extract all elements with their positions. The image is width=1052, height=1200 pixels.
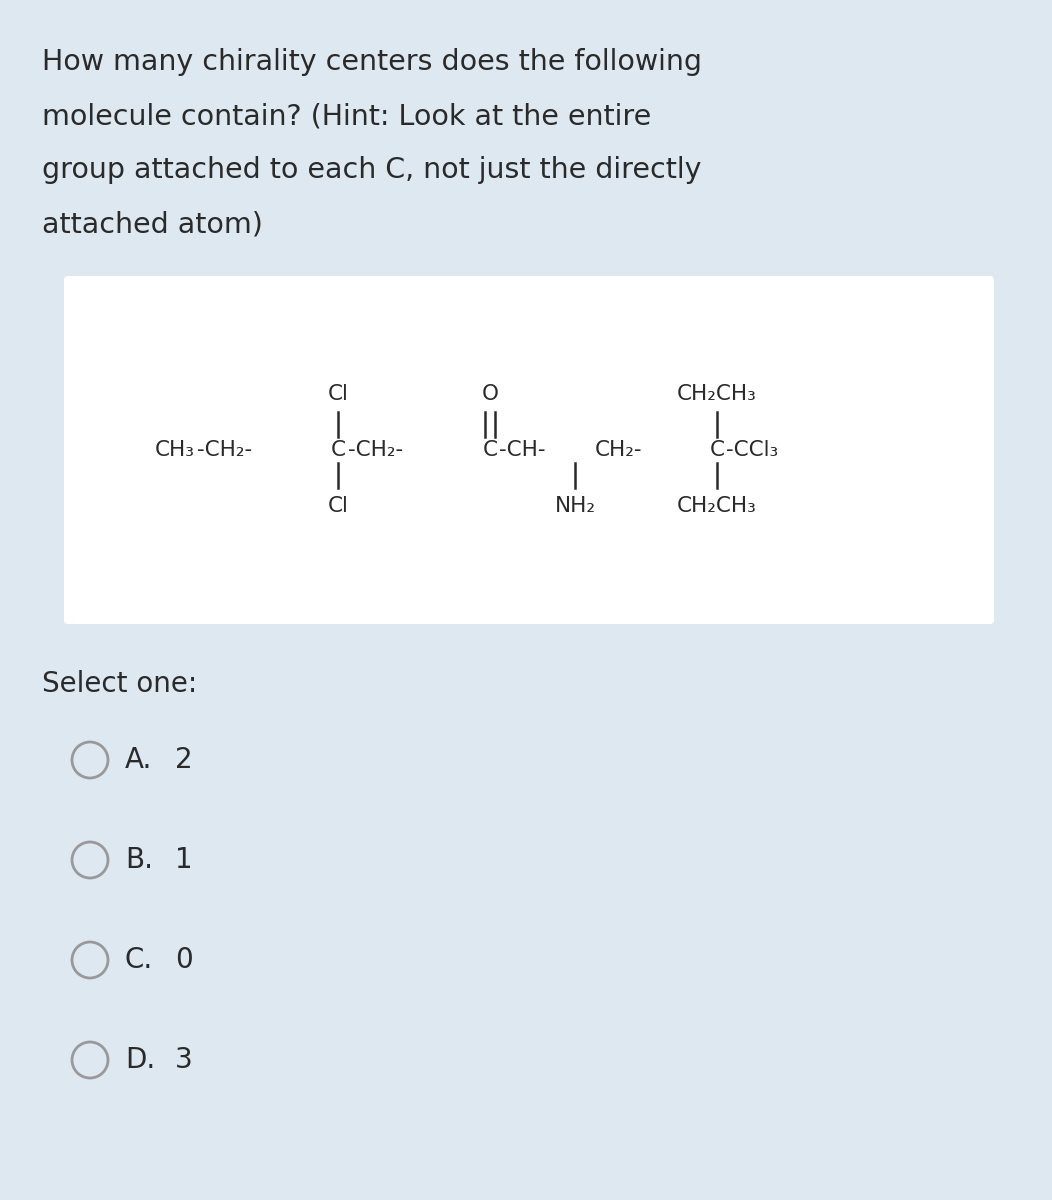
- Text: Cl: Cl: [327, 384, 348, 404]
- Text: D.: D.: [125, 1046, 156, 1074]
- Text: CH₂CH₃: CH₂CH₃: [677, 496, 757, 516]
- Text: 1: 1: [175, 846, 193, 874]
- FancyBboxPatch shape: [64, 276, 994, 624]
- Text: CH₂-: CH₂-: [595, 440, 643, 460]
- Text: How many chirality centers does the following: How many chirality centers does the foll…: [42, 48, 702, 76]
- Text: group attached to each C, not just the directly: group attached to each C, not just the d…: [42, 156, 702, 184]
- Text: C: C: [709, 440, 725, 460]
- Text: C: C: [483, 440, 498, 460]
- Text: 2: 2: [175, 746, 193, 774]
- Text: B.: B.: [125, 846, 153, 874]
- Text: -CH₂-: -CH₂-: [348, 440, 403, 460]
- Text: CH₂CH₃: CH₂CH₃: [677, 384, 757, 404]
- Text: C: C: [330, 440, 345, 460]
- Text: attached atom): attached atom): [42, 210, 263, 238]
- Text: Select one:: Select one:: [42, 670, 198, 698]
- Text: NH₂: NH₂: [554, 496, 595, 516]
- Text: CH₃: CH₃: [155, 440, 195, 460]
- Text: 3: 3: [175, 1046, 193, 1074]
- Text: -CH₂-: -CH₂-: [197, 440, 252, 460]
- Text: -CH-: -CH-: [499, 440, 546, 460]
- Text: O: O: [482, 384, 499, 404]
- Text: Cl: Cl: [327, 496, 348, 516]
- Text: -CCl₃: -CCl₃: [726, 440, 778, 460]
- Text: 0: 0: [175, 946, 193, 974]
- Text: molecule contain? (Hint: Look at the entire: molecule contain? (Hint: Look at the ent…: [42, 102, 651, 130]
- Text: A.: A.: [125, 746, 153, 774]
- Text: C.: C.: [125, 946, 154, 974]
